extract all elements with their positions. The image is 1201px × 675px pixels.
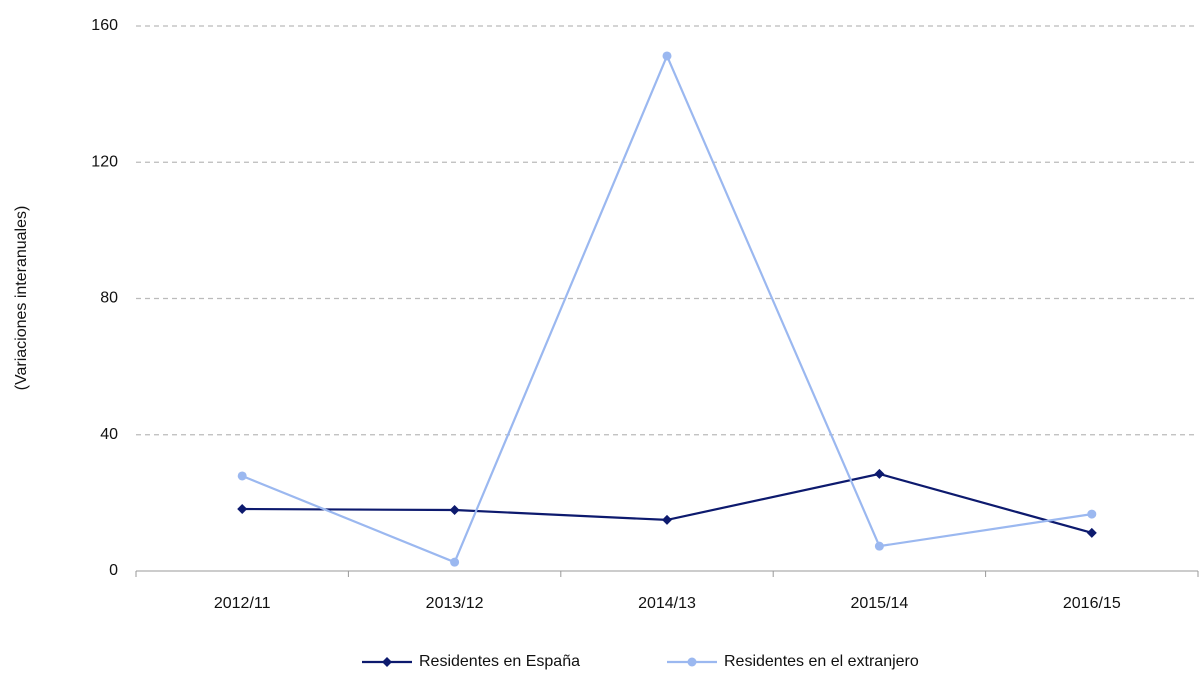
marker bbox=[662, 51, 672, 61]
marker bbox=[1086, 527, 1097, 538]
y-tick-label: 120 bbox=[91, 153, 118, 170]
marker bbox=[662, 514, 672, 525]
marker bbox=[450, 557, 460, 567]
marker bbox=[874, 468, 885, 479]
marker bbox=[237, 504, 248, 515]
x-tick-label: 2012/11 bbox=[214, 595, 271, 612]
marker bbox=[449, 505, 460, 516]
x-tick-label: 2013/12 bbox=[426, 595, 484, 612]
y-tick-label: 40 bbox=[100, 426, 118, 443]
x-tick-label: 2015/14 bbox=[850, 595, 908, 612]
x-tick-label: 2014/13 bbox=[638, 595, 696, 612]
marker bbox=[382, 657, 392, 667]
marker bbox=[1087, 509, 1097, 519]
y-tick-label: 0 bbox=[109, 562, 118, 579]
x-tick-label: 2016/15 bbox=[1063, 595, 1121, 612]
marker bbox=[687, 657, 697, 667]
y-axis-label: (Variaciones interanuales) bbox=[13, 206, 30, 391]
marker bbox=[237, 471, 247, 481]
legend-label: Residentes en el extranjero bbox=[724, 653, 919, 670]
y-tick-label: 80 bbox=[100, 290, 118, 307]
y-tick-label: 160 bbox=[91, 17, 118, 34]
marker bbox=[874, 541, 884, 551]
legend-label: Residentes en España bbox=[419, 653, 580, 670]
series-line bbox=[241, 53, 1092, 564]
